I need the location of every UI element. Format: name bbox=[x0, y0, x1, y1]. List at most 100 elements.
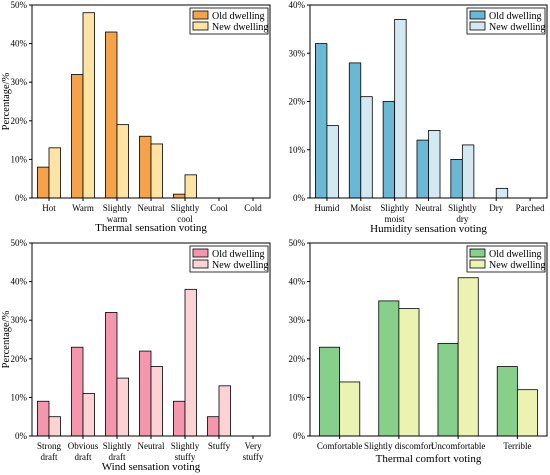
bar bbox=[37, 166, 50, 199]
x-tick-label: Dry bbox=[489, 203, 503, 213]
bar bbox=[139, 135, 152, 199]
bar bbox=[207, 416, 220, 437]
y-tick-label: 20% bbox=[11, 116, 28, 126]
x-tick-label: Slightly moist bbox=[380, 203, 409, 224]
y-tick-label: 0% bbox=[15, 193, 28, 203]
bar bbox=[184, 288, 197, 437]
legend-swatch bbox=[469, 248, 486, 258]
x-tick-label: Terrible bbox=[503, 441, 531, 451]
y-axis-label: Percentage/% bbox=[1, 72, 12, 130]
bar bbox=[139, 350, 152, 437]
x-tick-label: Strong draft bbox=[37, 441, 62, 462]
plot-frame bbox=[309, 242, 548, 437]
bar bbox=[150, 143, 163, 199]
bar bbox=[105, 312, 118, 437]
bar bbox=[82, 12, 95, 199]
x-tick-label: Comfortable bbox=[317, 441, 363, 451]
legend-label: Old dwelling bbox=[212, 249, 265, 260]
bar bbox=[495, 187, 509, 199]
y-tick-label: 0% bbox=[293, 193, 306, 203]
y-tick-label: 10% bbox=[289, 145, 306, 155]
x-axis-label: Thermal sensation voting bbox=[95, 222, 207, 234]
bar bbox=[382, 101, 396, 199]
y-tick-label: 40% bbox=[11, 277, 28, 287]
legend-swatch bbox=[192, 248, 209, 258]
legend-label: New dwelling bbox=[489, 22, 545, 33]
bar bbox=[516, 389, 538, 437]
bar bbox=[428, 130, 441, 199]
bar bbox=[461, 144, 475, 199]
x-tick-label: Neutral bbox=[138, 441, 165, 451]
legend-label: New dwelling bbox=[212, 260, 268, 271]
x-tick-label: Slightly stuffy bbox=[171, 441, 200, 462]
x-tick-label: Slightly discomfort bbox=[364, 441, 434, 451]
legend-swatch bbox=[469, 10, 486, 20]
y-tick-label: 40% bbox=[289, 277, 306, 287]
y-axis-label: Percentage/% bbox=[1, 310, 12, 368]
y-tick-label: 20% bbox=[289, 354, 306, 364]
x-axis-label: Humidity sensation voting bbox=[370, 223, 487, 235]
chart-panel-1: 0% 10% 20% 30% 40% 50% Hot Warm Slightly warm Neut… bbox=[1, 0, 271, 234]
x-tick-label: Obvious draft bbox=[68, 441, 99, 462]
x-tick-label: Neutral bbox=[415, 203, 442, 213]
y-tick-label: 30% bbox=[11, 315, 28, 325]
bar bbox=[71, 346, 84, 437]
y-tick-label: 50% bbox=[11, 238, 28, 248]
bar bbox=[319, 346, 341, 437]
bar bbox=[457, 277, 479, 437]
x-tick-label: Slightly warm bbox=[103, 203, 132, 224]
y-tick-label: 10% bbox=[289, 392, 306, 402]
chart-panel-4: 0% 10% 20% 30% 40% 50% Comfortable Slightly dis… bbox=[289, 238, 548, 465]
y-tick-label: 20% bbox=[11, 354, 28, 364]
bar bbox=[71, 74, 84, 199]
legend-swatch bbox=[469, 259, 486, 269]
plot-frame bbox=[31, 4, 271, 199]
y-tick-label: 20% bbox=[289, 97, 306, 107]
bar bbox=[450, 158, 463, 199]
bar bbox=[48, 147, 61, 199]
bar bbox=[326, 125, 339, 199]
y-tick-label: 30% bbox=[289, 48, 306, 58]
bar bbox=[416, 139, 429, 199]
x-axis-label: Wind sensation voting bbox=[102, 461, 201, 473]
legend-swatch bbox=[192, 259, 209, 269]
y-tick-label: 30% bbox=[11, 77, 28, 87]
bar bbox=[48, 416, 61, 437]
legend-label: Old dwelling bbox=[489, 249, 542, 260]
legend-swatch bbox=[192, 10, 209, 20]
x-tick-label: Uncomfortable bbox=[431, 441, 485, 451]
bar bbox=[437, 342, 459, 437]
y-tick-label: 30% bbox=[289, 315, 306, 325]
bar bbox=[173, 193, 186, 199]
bar bbox=[105, 31, 118, 199]
x-tick-label: Very stuffy bbox=[243, 441, 264, 462]
bar bbox=[378, 300, 400, 437]
chart-panel-2: 0% 10% 20% 30% 40% Humid Moist Slightly moist Neu… bbox=[289, 0, 548, 235]
legend-swatch bbox=[469, 21, 486, 31]
x-tick-label: Cold bbox=[244, 203, 262, 213]
x-tick-label: Cool bbox=[210, 203, 228, 213]
x-tick-label: Parched bbox=[516, 203, 545, 213]
bar bbox=[173, 400, 186, 437]
y-tick-label: 0% bbox=[15, 431, 28, 441]
x-tick-label: Hot bbox=[42, 203, 56, 213]
bar bbox=[116, 124, 129, 199]
bar bbox=[348, 62, 362, 199]
bar bbox=[315, 43, 328, 199]
plot-frame bbox=[31, 242, 271, 437]
x-tick-label: Humid bbox=[314, 203, 340, 213]
bar bbox=[218, 385, 231, 437]
x-tick-label: Neutral bbox=[138, 203, 165, 213]
x-tick-label: Slightly cool bbox=[171, 203, 200, 224]
bar bbox=[116, 377, 129, 437]
x-tick-label: Slightly draft bbox=[103, 441, 132, 462]
y-tick-label: 10% bbox=[11, 154, 28, 164]
x-tick-label: Slightly dry bbox=[448, 203, 477, 224]
legend-label: New dwelling bbox=[212, 22, 268, 33]
bar bbox=[184, 174, 197, 199]
bar bbox=[82, 393, 95, 437]
x-tick-label: Warm bbox=[72, 203, 94, 213]
y-tick-label: 40% bbox=[11, 39, 28, 49]
x-axis-label: Thermal comfort voting bbox=[376, 453, 482, 465]
